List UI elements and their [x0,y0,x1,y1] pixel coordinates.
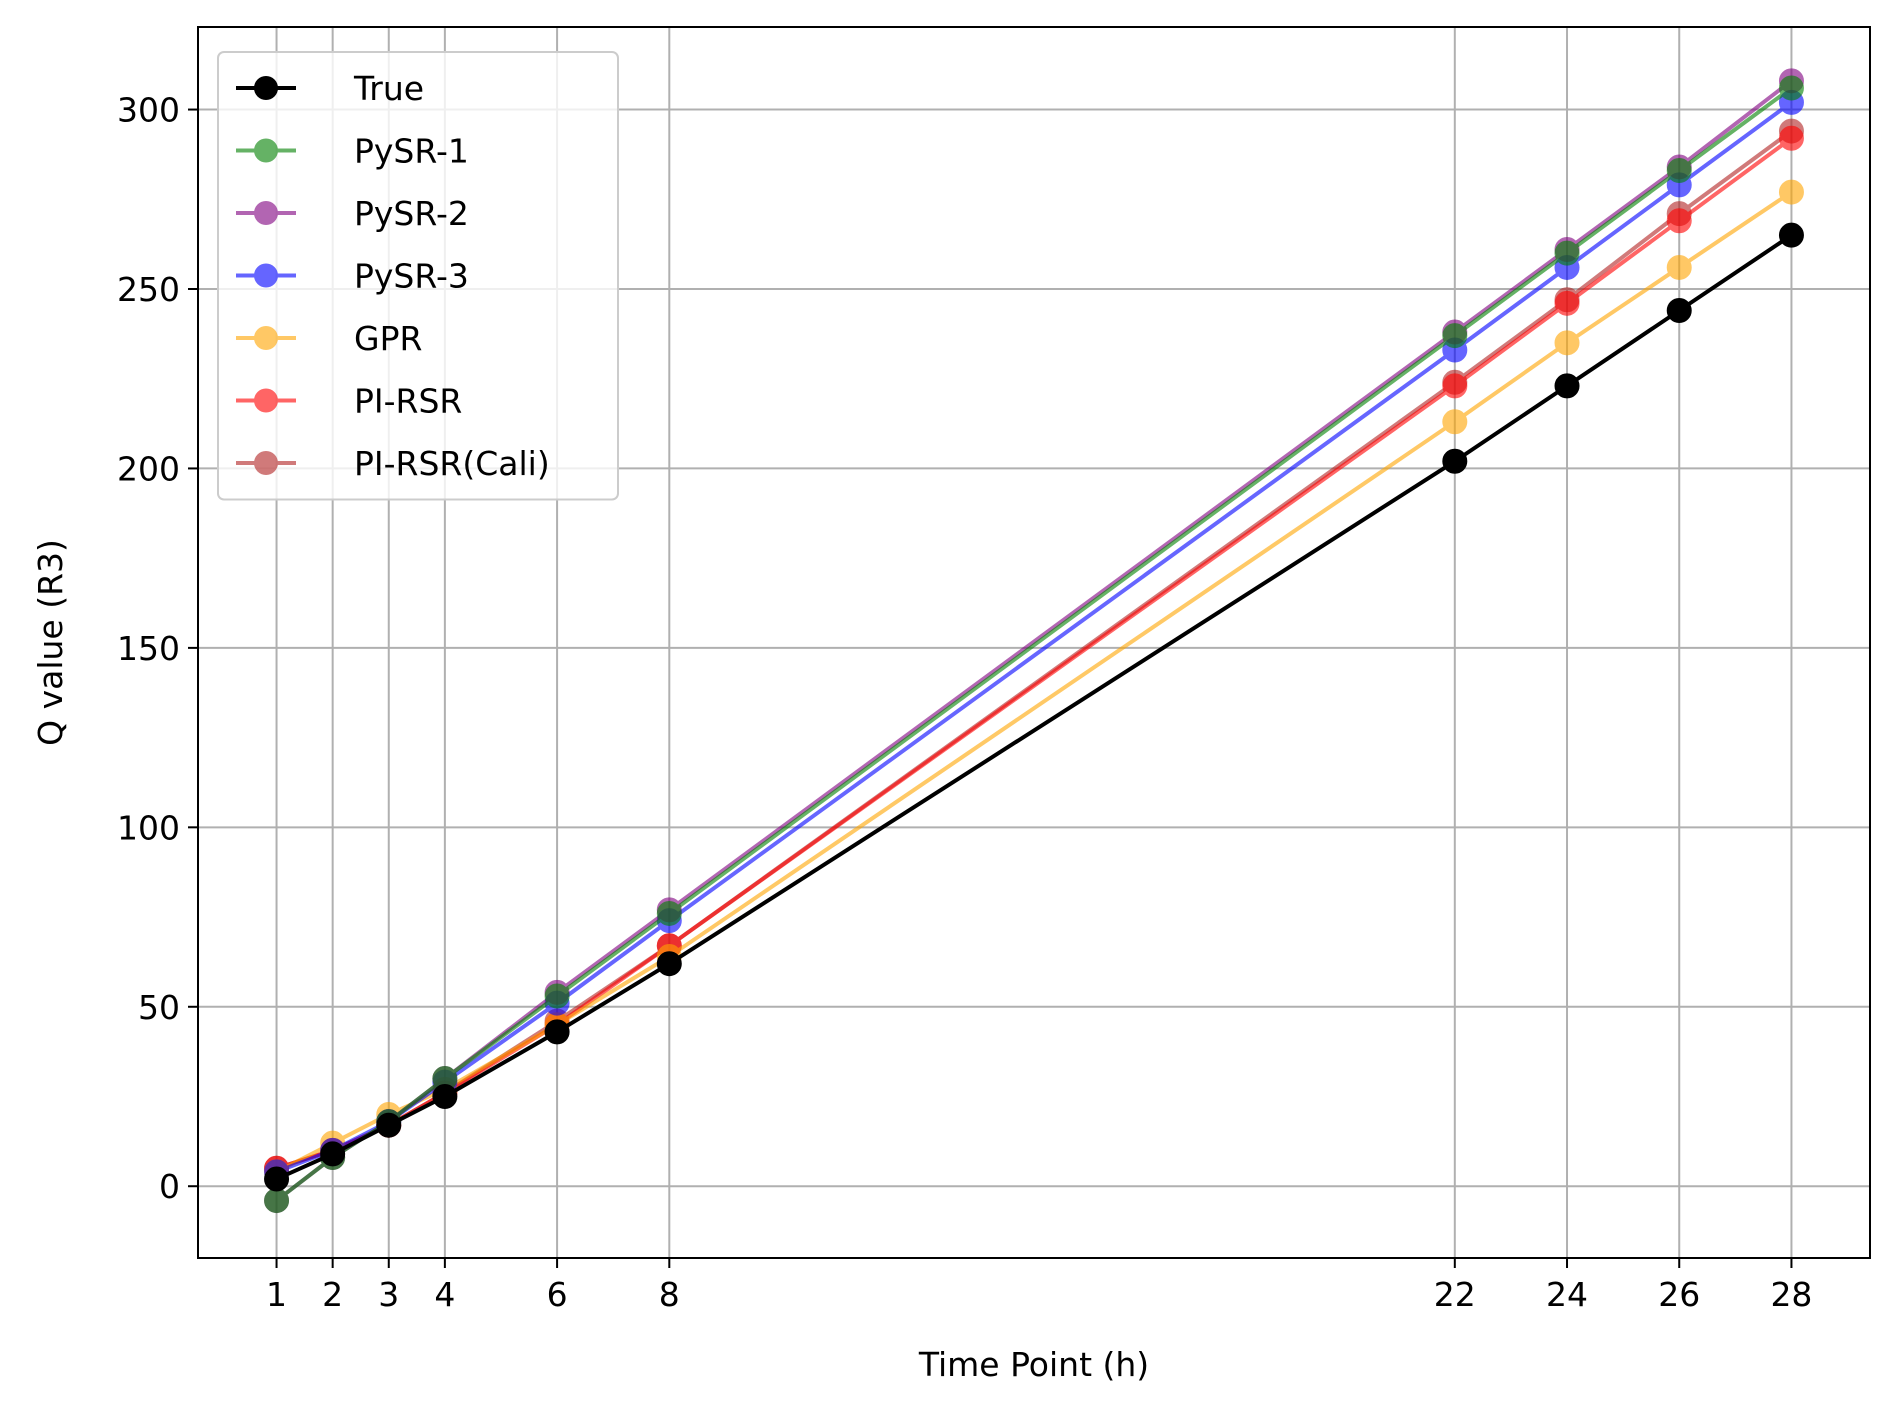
data-point [1555,291,1579,315]
x-tick-label: 8 [659,1275,680,1314]
y-axis-label: Q value (R3) [31,539,70,746]
data-point [1667,255,1691,279]
legend: True PySR-1 PySR-2 PySR-3 GPR PI-RSR PI-RSR(Ca… [218,52,618,500]
data-point [545,984,569,1008]
x-tick-label: 3 [378,1275,399,1314]
legend-label: PI-RSR [354,382,462,421]
y-tick-label: 300 [117,91,180,130]
data-point [1779,126,1803,150]
legend-label: PI-RSR(Cali) [354,444,550,483]
x-axis-ticks: 1 2 3 4 6 8 22 24 26 28 [266,1258,1812,1314]
data-point [657,901,681,925]
data-point [1555,331,1579,355]
y-tick-label: 0 [159,1167,180,1206]
y-tick-label: 250 [117,270,180,309]
data-point [1443,324,1467,348]
legend-label: PySR-3 [354,257,469,296]
data-point [1667,299,1691,323]
x-tick-label: 22 [1434,1275,1476,1314]
data-point [657,952,681,976]
x-tick-label: 4 [434,1275,455,1314]
x-tick-label: 26 [1658,1275,1700,1314]
data-point [265,1167,289,1191]
x-axis-label: Time Point (h) [918,1345,1149,1384]
legend-label: GPR [354,319,422,358]
x-tick-label: 28 [1770,1275,1812,1314]
legend-label: True [353,69,424,108]
y-tick-label: 150 [117,629,180,668]
x-tick-label: 24 [1546,1275,1588,1314]
x-tick-label: 2 [322,1275,343,1314]
data-point [1443,374,1467,398]
legend-label: PySR-2 [354,194,469,233]
data-point [1779,223,1803,247]
y-tick-label: 200 [117,449,180,488]
data-point [545,1020,569,1044]
y-axis-ticks: 0 50 100 150 200 250 300 [117,91,198,1207]
data-point [377,1113,401,1137]
data-point [1779,76,1803,100]
data-point [1555,241,1579,265]
data-point [1667,159,1691,183]
legend-label: PySR-1 [354,132,469,171]
data-point [1443,410,1467,434]
data-point [1779,180,1803,204]
x-tick-label: 1 [266,1275,287,1314]
data-point [321,1142,345,1166]
x-tick-label: 6 [547,1275,568,1314]
data-point [265,1189,289,1213]
data-point [1667,209,1691,233]
data-point [1555,374,1579,398]
y-tick-label: 100 [117,808,180,847]
y-tick-label: 50 [138,988,180,1027]
data-point [433,1084,457,1108]
data-point [1443,449,1467,473]
